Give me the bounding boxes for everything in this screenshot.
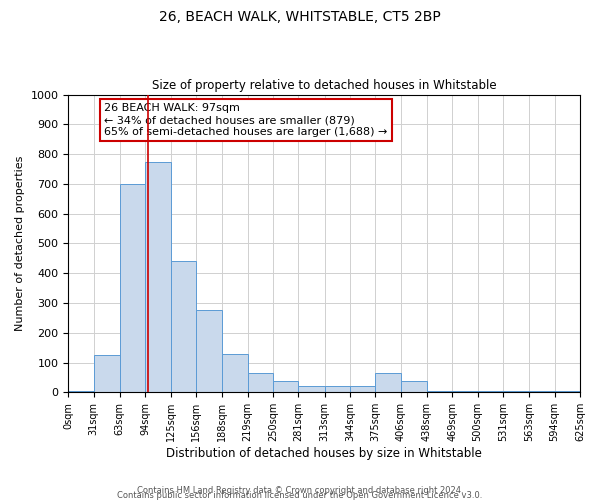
Bar [427,391,452,392]
Bar [94,355,120,393]
Title: Size of property relative to detached houses in Whitstable: Size of property relative to detached ho… [152,79,496,92]
Bar [554,391,580,392]
Text: 26 BEACH WALK: 97sqm
← 34% of detached houses are smaller (879)
65% of semi-deta: 26 BEACH WALK: 97sqm ← 34% of detached h… [104,104,388,136]
Bar [196,310,222,392]
Bar [68,391,94,392]
Bar [222,354,248,393]
Text: Contains public sector information licensed under the Open Government Licence v3: Contains public sector information licen… [118,491,482,500]
Y-axis label: Number of detached properties: Number of detached properties [15,156,25,331]
Bar [350,386,376,392]
Bar [248,373,273,392]
Text: 26, BEACH WALK, WHITSTABLE, CT5 2BP: 26, BEACH WALK, WHITSTABLE, CT5 2BP [159,10,441,24]
Bar [503,391,529,392]
Bar [170,262,196,392]
Bar [298,386,325,392]
Bar [145,162,170,392]
Text: Contains HM Land Registry data © Crown copyright and database right 2024.: Contains HM Land Registry data © Crown c… [137,486,463,495]
Bar [325,386,350,392]
Bar [273,381,298,392]
Bar [401,381,427,392]
X-axis label: Distribution of detached houses by size in Whitstable: Distribution of detached houses by size … [166,447,482,460]
Bar [376,373,401,392]
Bar [452,391,478,392]
Bar [478,391,503,392]
Bar [120,184,145,392]
Bar [529,391,554,392]
